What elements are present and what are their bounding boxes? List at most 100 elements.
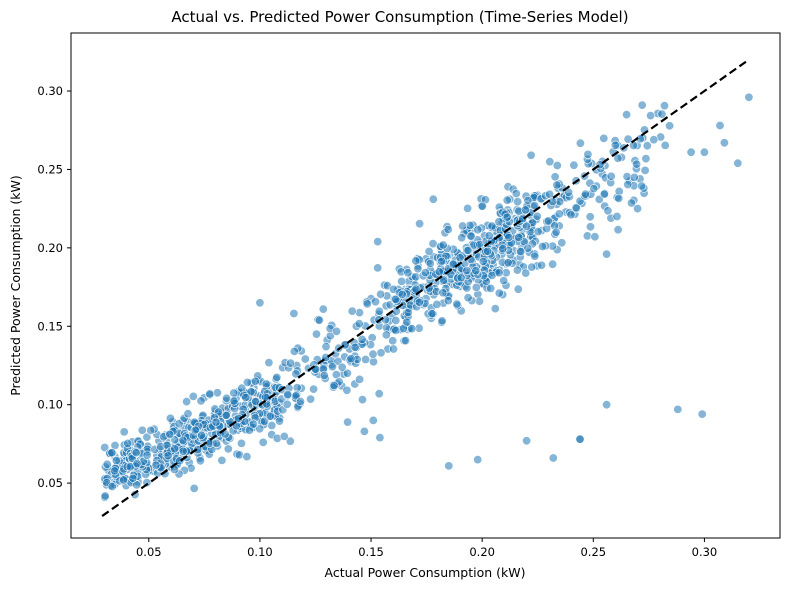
scatter-point xyxy=(457,233,467,243)
scatter-point xyxy=(182,397,192,407)
scatter-point xyxy=(189,483,199,493)
scatter-point xyxy=(128,473,138,483)
scatter-point xyxy=(237,438,247,448)
scatter-point xyxy=(557,238,567,248)
scatter-point xyxy=(357,395,367,405)
y-tick-label: 0.30 xyxy=(37,84,63,98)
scatter-point xyxy=(170,444,180,454)
scatter-point xyxy=(646,111,656,121)
scatter-point xyxy=(424,247,434,257)
scatter-point xyxy=(402,317,412,327)
y-tick-label: 0.25 xyxy=(37,162,63,176)
scatter-point xyxy=(612,212,622,222)
scatter-point xyxy=(649,135,659,145)
x-axis-ticks: 0.05 0.10 0.15 0.20 0.25 0.30 xyxy=(136,538,717,559)
scatter-point xyxy=(443,296,453,306)
scatter-point xyxy=(520,205,530,215)
scatter-point xyxy=(744,92,754,102)
scatter-point xyxy=(100,491,110,501)
scatter-point xyxy=(589,184,599,194)
scatter-point xyxy=(526,150,536,160)
scatter-point xyxy=(504,232,514,242)
scatter-point xyxy=(163,451,173,461)
scatter-point xyxy=(321,342,331,352)
scatter-point xyxy=(376,348,386,358)
scatter-point xyxy=(368,415,378,425)
scatter-point xyxy=(255,298,265,308)
scatter-point xyxy=(629,172,639,182)
scatter-point xyxy=(188,391,198,401)
y-axis-label: Predicted Power Consumption (kW) xyxy=(8,175,23,396)
scatter-point xyxy=(523,196,533,206)
scatter-point xyxy=(623,134,633,144)
scatter-point xyxy=(602,249,612,259)
scatter-point xyxy=(606,171,616,181)
scatter-point xyxy=(642,141,652,151)
scatter-point xyxy=(110,466,120,476)
y-tick-label: 0.05 xyxy=(37,476,63,490)
scatter-point xyxy=(673,404,683,414)
scatter-point xyxy=(466,231,476,241)
scatter-point xyxy=(522,221,532,231)
scatter-point xyxy=(463,293,473,303)
scatter-point xyxy=(511,189,521,199)
scatter-point xyxy=(455,253,465,263)
scatter-point xyxy=(498,244,508,254)
scatter-point xyxy=(195,456,205,466)
scatter-point xyxy=(590,232,600,242)
x-tick-label: 0.10 xyxy=(247,545,273,559)
x-tick-label: 0.05 xyxy=(136,545,162,559)
scatter-point xyxy=(131,448,141,458)
scatter-point xyxy=(665,121,675,131)
scatter-point xyxy=(142,450,152,460)
scatter-point xyxy=(242,452,252,462)
scatter-point xyxy=(537,242,547,252)
scatter-point xyxy=(267,420,277,430)
scatter-point xyxy=(318,304,328,314)
scatter-point xyxy=(264,358,274,368)
scatter-point xyxy=(361,354,371,364)
scatter-point xyxy=(282,399,292,409)
scatter-point xyxy=(331,326,341,336)
scatter-point xyxy=(483,246,493,256)
scatter-point xyxy=(196,396,206,406)
scatter-point xyxy=(374,389,384,399)
scatter-point xyxy=(374,306,384,316)
scatter-point xyxy=(359,426,369,436)
scatter-point xyxy=(614,193,624,203)
scatter-point xyxy=(427,309,437,319)
scatter-point xyxy=(471,266,481,276)
scatter-point xyxy=(569,160,579,170)
scatter-point xyxy=(530,251,540,261)
scatter-point xyxy=(474,296,484,306)
scatter-point xyxy=(343,417,353,427)
scatter-point xyxy=(582,231,592,241)
scatter-point xyxy=(190,425,200,435)
scatter-point xyxy=(626,198,636,208)
scatter-point xyxy=(613,225,623,235)
scatter-point xyxy=(486,283,496,293)
scatter-point xyxy=(458,221,468,231)
scatter-point xyxy=(715,121,725,131)
scatter-point xyxy=(107,481,117,491)
scatter-point xyxy=(283,389,293,399)
scatter-point xyxy=(342,385,352,395)
scatter-point xyxy=(548,259,558,269)
scatter-point xyxy=(487,221,497,231)
scatter-point xyxy=(502,212,512,222)
scatter-point xyxy=(514,233,524,243)
scatter-point xyxy=(552,161,562,171)
scatter-point xyxy=(411,256,421,266)
scatter-point xyxy=(550,172,560,182)
scatter-point xyxy=(146,425,156,435)
chart-title: Actual vs. Predicted Power Consumption (… xyxy=(171,8,628,26)
scatter-point xyxy=(354,308,364,318)
scatter-point xyxy=(223,444,233,454)
scatter-point xyxy=(241,392,251,402)
scatter-point xyxy=(388,344,398,354)
scatter-point xyxy=(123,438,133,448)
scatter-point xyxy=(391,294,401,304)
scatter-point xyxy=(502,195,512,205)
scatter-point xyxy=(119,475,129,485)
